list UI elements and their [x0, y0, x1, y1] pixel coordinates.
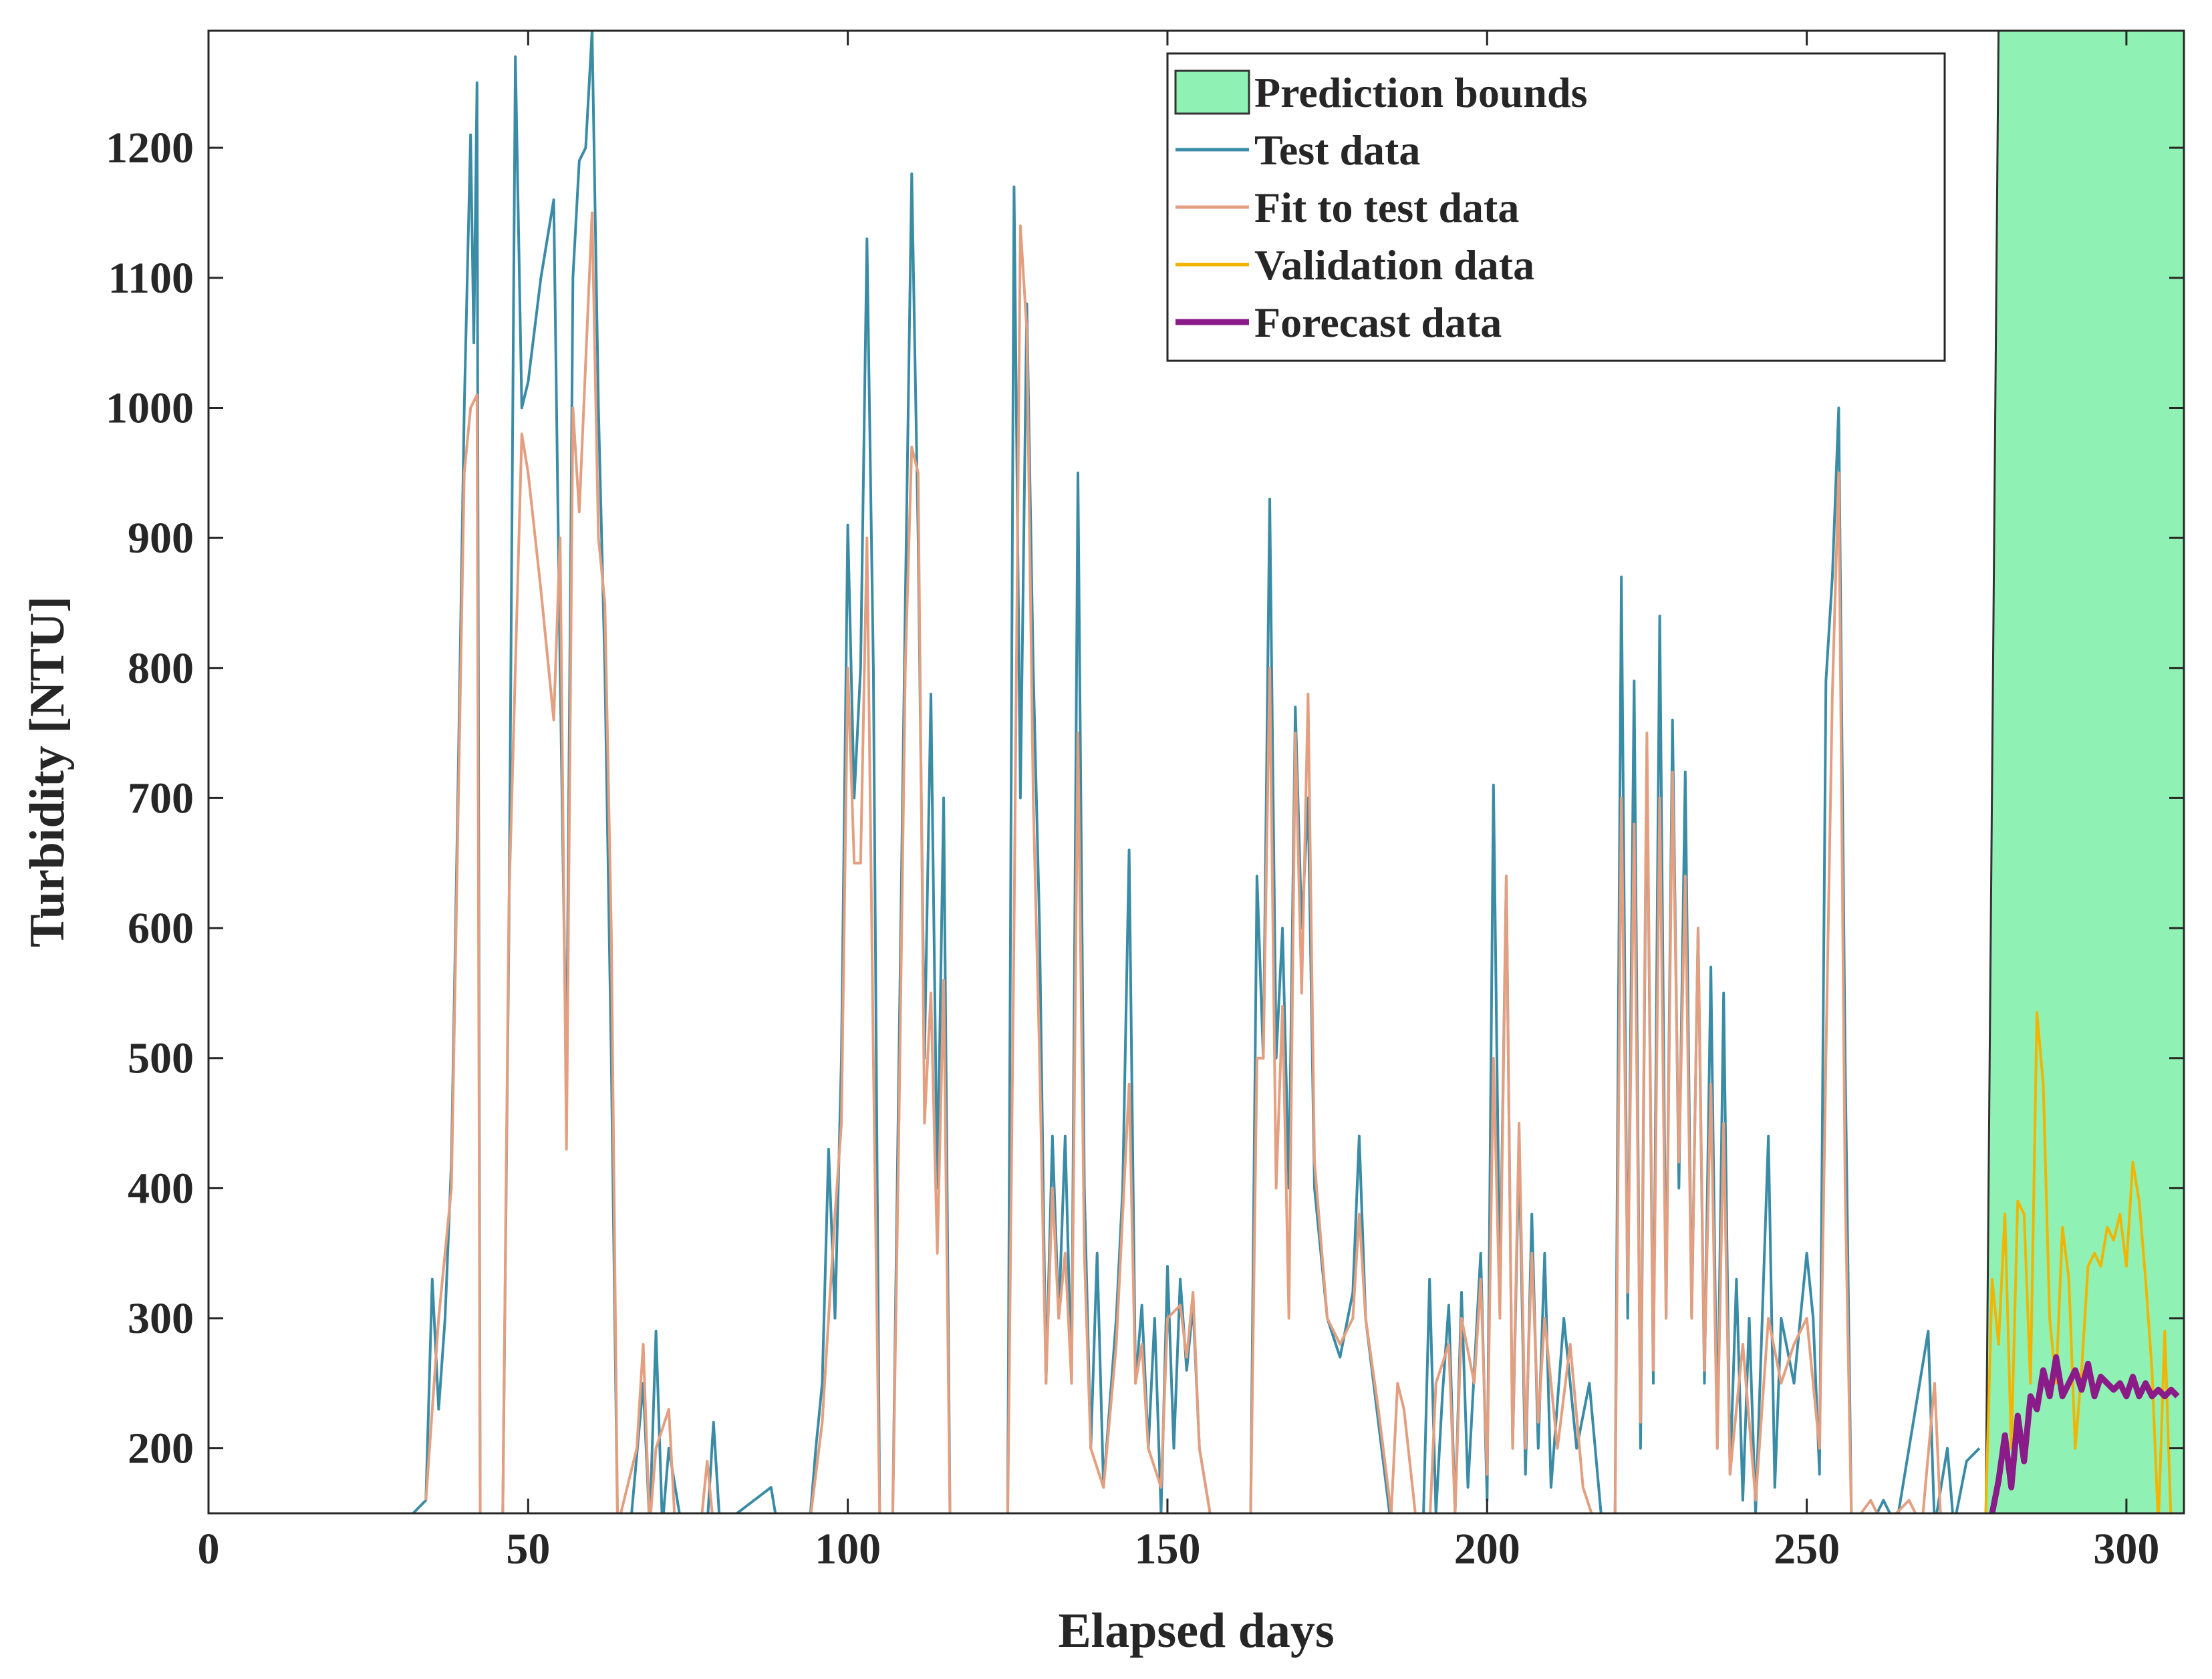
y-tick-label: 800 — [128, 644, 194, 693]
y-tick-label: 200 — [128, 1424, 194, 1473]
y-tick-label: 300 — [128, 1294, 194, 1343]
legend-label: Prediction bounds — [1254, 69, 1588, 116]
y-tick-label: 700 — [128, 774, 194, 822]
y-tick-label: 1200 — [106, 124, 194, 172]
x-tick-label: 250 — [1774, 1525, 1840, 1573]
legend-label: Forecast data — [1254, 299, 1502, 346]
x-tick-label: 50 — [506, 1525, 550, 1573]
y-tick-label: 500 — [128, 1034, 194, 1083]
x-tick-label: 100 — [815, 1525, 881, 1573]
series-line — [1989, 1354, 2180, 1513]
x-tick-label: 200 — [1454, 1525, 1520, 1573]
series-line — [424, 211, 1942, 1513]
legend-label: Validation data — [1254, 241, 1534, 289]
legend: Prediction bounds Test data Fit to test da… — [1166, 52, 1946, 362]
y-tick-label: 1000 — [106, 384, 194, 432]
y-tick-label: 900 — [128, 514, 194, 563]
axes: 0 50 100 150 200 250 300 200 300 400 500 600 700 800 9… — [106, 29, 2185, 1573]
y-tick-label: 600 — [128, 904, 194, 953]
series-line — [1984, 1011, 2173, 1513]
y-tick-label: 1100 — [108, 254, 194, 303]
x-tick-label: 0 — [198, 1525, 220, 1573]
y-axis-label: Turbidity [NTU] — [20, 596, 75, 947]
legend-label: Test data — [1254, 126, 1420, 174]
axes-box — [207, 29, 2185, 1515]
x-axis-label: Elapsed days — [1058, 1604, 1334, 1658]
x-tick-label: 150 — [1134, 1525, 1200, 1573]
legend-swatch — [1174, 69, 1250, 115]
plot-content — [411, 31, 2184, 1513]
legend-label: Fit to test data — [1254, 184, 1519, 231]
y-tick-label: 400 — [128, 1164, 194, 1213]
x-tick-label: 300 — [2093, 1525, 2159, 1573]
legend-box — [1166, 52, 1946, 362]
